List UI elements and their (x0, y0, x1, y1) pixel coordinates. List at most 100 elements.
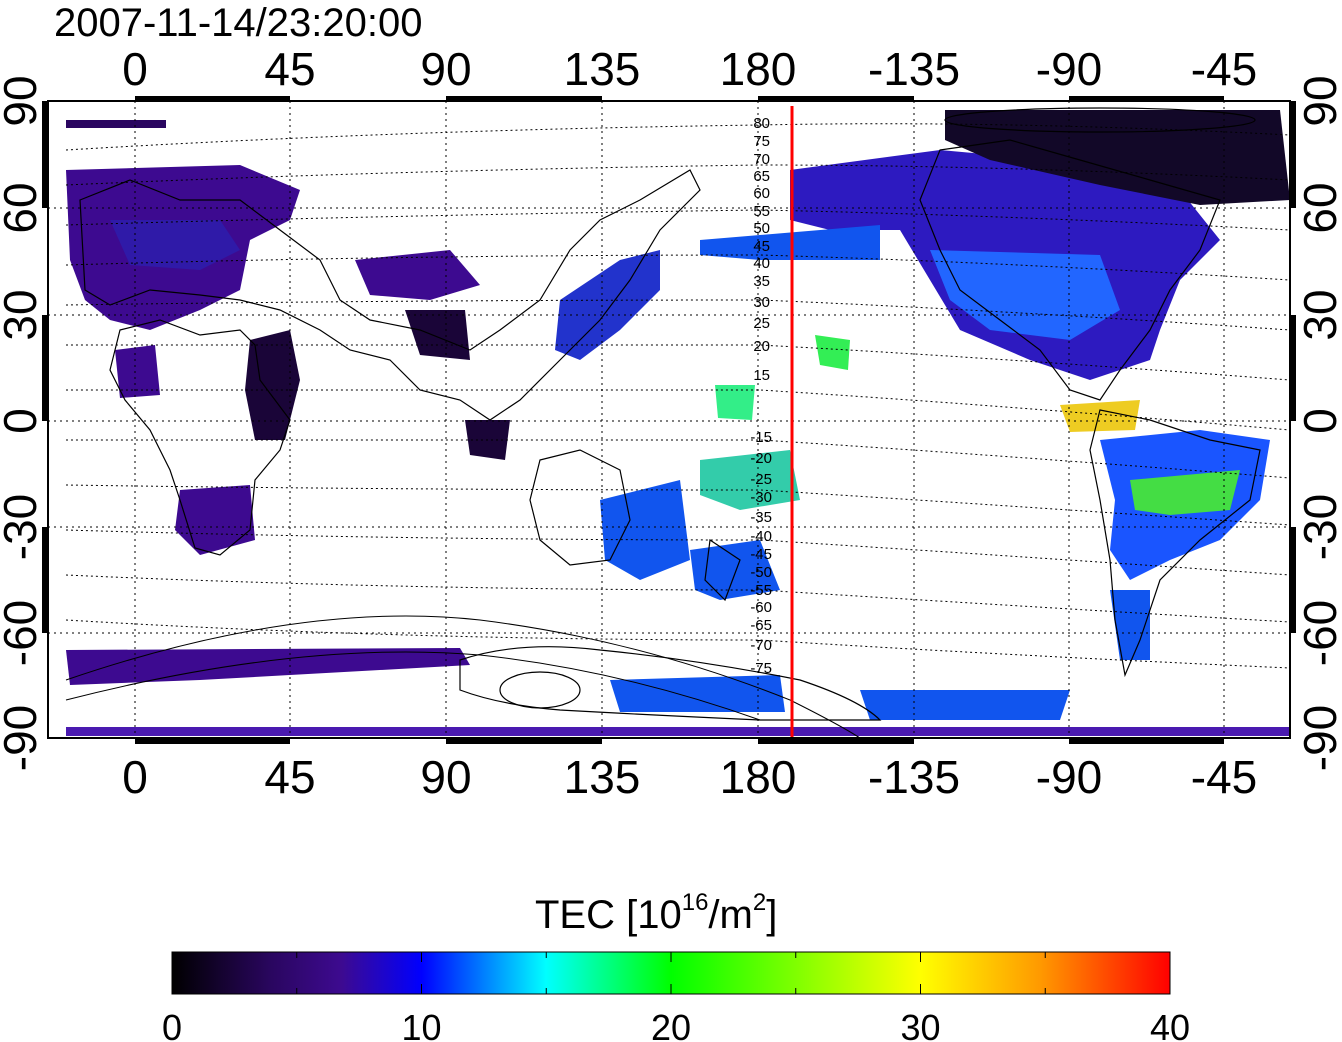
tec-patch-pacific-north (815, 335, 850, 370)
lat-tick-label-left: -60 (0, 600, 46, 666)
tec-patch-europe-core (110, 220, 240, 270)
tec-patch-antarctica-west (66, 648, 470, 685)
colorbar-tick-label: 40 (1150, 1007, 1190, 1042)
colorbar-tick-label: 0 (162, 1007, 182, 1042)
lon-tick-label-top: 90 (420, 43, 471, 95)
lat-tick-label-right: -90 (1294, 705, 1342, 771)
tec-patch-north-pole-band (66, 120, 166, 128)
lat-tick-label-right: 0 (1294, 408, 1342, 434)
tec-patch-africa-east (245, 330, 300, 440)
colorbar-tick-label: 20 (651, 1007, 691, 1042)
lat-tick-label-right: 30 (1294, 289, 1342, 340)
tec-patch-brazil-coast (1130, 470, 1240, 515)
lat-tick-label-left: 60 (0, 182, 46, 233)
tec-patch-australia-east (600, 480, 690, 580)
lat-tick-label-right: -60 (1294, 600, 1342, 666)
maglat-label: 70 (753, 151, 770, 168)
graticule (48, 101, 1290, 738)
tec-patch-aleutian (700, 225, 880, 260)
lat-tick-label-left: 90 (0, 75, 46, 126)
lon-tick-label-bottom: 0 (122, 751, 148, 803)
maglat-label: -75 (750, 660, 772, 677)
maglat-label: -70 (750, 637, 772, 654)
coastlines (79, 107, 1261, 721)
maglat-label: -60 (750, 599, 772, 616)
lon-tick-label-bottom: 135 (564, 751, 641, 803)
maglat-labels-south: -15 -20 -25-30 -35 -40-45-50-55-60-65 -70 -75 (750, 429, 772, 677)
lon-tick-label-top: 180 (720, 43, 797, 95)
maglat-label: 35 (753, 273, 770, 290)
tec-patch-pacific-mid (715, 385, 755, 420)
tec-patch-west-africa (115, 345, 160, 398)
lon-tick-label-bottom: 180 (720, 751, 797, 803)
maglat-label: -40 (750, 528, 772, 545)
tec-patch-south-pole-band-2 (330, 727, 1290, 736)
maglat-label: -15 (750, 429, 772, 446)
lon-tick-label-top: 45 (264, 43, 315, 95)
tec-patch-japan (555, 250, 660, 360)
lon-axis-top: 0 45 90 135 180 -135 -90 -45 (122, 43, 1257, 95)
lon-tick-label-top: 135 (564, 43, 641, 95)
lon-tick-label-top: -90 (1036, 43, 1102, 95)
maglat-label: 55 (753, 203, 770, 220)
colorbar-tick-label: 30 (900, 1007, 940, 1042)
maglat-label: -65 (750, 617, 772, 634)
lon-tick-label-top: -45 (1191, 43, 1257, 95)
maglat-label: 20 (753, 338, 770, 355)
lat-axis-left: 90 60 30 0 -30 -60 -90 (0, 75, 46, 771)
lat-axis-right: 90 60 30 0 -30 -60 -90 (1294, 75, 1342, 771)
maglat-label: 25 (753, 315, 770, 332)
lat-tick-label-left: 30 (0, 289, 46, 340)
tec-patch-antarctica-pen (860, 690, 1070, 720)
tec-patch-pacific-south (700, 450, 800, 510)
lon-tick-label-bottom: -135 (868, 751, 960, 803)
tec-patch-russia (355, 250, 480, 300)
maglat-label: 75 (753, 133, 770, 150)
maglat-label: -30 (750, 489, 772, 506)
maglat-label: -55 (750, 582, 772, 599)
colorbar-ticks: 0 10 20 30 40 (162, 952, 1190, 1042)
maglat-label: 40 (753, 255, 770, 272)
maglat-label: 30 (753, 294, 770, 311)
lon-tick-label-top: -135 (868, 43, 960, 95)
tec-patch-caribbean (1060, 400, 1140, 432)
lon-axis-bottom: 0 45 90 135 180 -135 -90 -45 (122, 751, 1257, 803)
maglat-label: -45 (750, 546, 772, 563)
maglat-label: -50 (750, 564, 772, 581)
lon-tick-label-top: 0 (122, 43, 148, 95)
tec-patches (66, 110, 1290, 736)
lat-tick-label-left: 0 (0, 408, 46, 434)
lat-tick-label-left: -30 (0, 494, 46, 560)
tec-patch-arctic-canada (945, 110, 1290, 205)
tec-patch-arabia (405, 310, 470, 360)
frame-border-ticks (42, 96, 1296, 744)
tec-patch-usa-core (930, 250, 1120, 340)
lat-tick-label-left: -90 (0, 705, 46, 771)
lon-tick-label-bottom: 45 (264, 751, 315, 803)
lat-tick-label-right: 90 (1294, 75, 1342, 126)
maglat-label: 60 (753, 185, 770, 202)
colorbar-label: TEC [1016/m2] (535, 889, 777, 937)
tec-patch-southern-africa (175, 485, 255, 555)
maglat-label: 45 (753, 238, 770, 255)
maglat-label: 50 (753, 220, 770, 237)
lat-tick-label-right: -30 (1294, 494, 1342, 560)
maglat-label: -25 (750, 471, 772, 488)
tec-patch-south-pole-band-1 (66, 727, 336, 736)
tec-patch-antarctica-ross (610, 675, 785, 712)
maglat-label: 80 (753, 115, 770, 132)
tec-patch-new-zealand (690, 540, 780, 600)
lon-tick-label-bottom: 90 (420, 751, 471, 803)
maglat-label: -35 (750, 509, 772, 526)
colorbar-tick-label: 10 (401, 1007, 441, 1042)
tec-patch-patagonia (1110, 590, 1150, 660)
lon-tick-label-bottom: -90 (1036, 751, 1102, 803)
magnetic-contours-solid (65, 615, 861, 738)
lat-tick-label-right: 60 (1294, 182, 1342, 233)
map-title: 2007-11-14/23:20:00 (54, 1, 422, 45)
maglat-label: -20 (750, 450, 772, 467)
maglat-label: 15 (753, 367, 770, 384)
